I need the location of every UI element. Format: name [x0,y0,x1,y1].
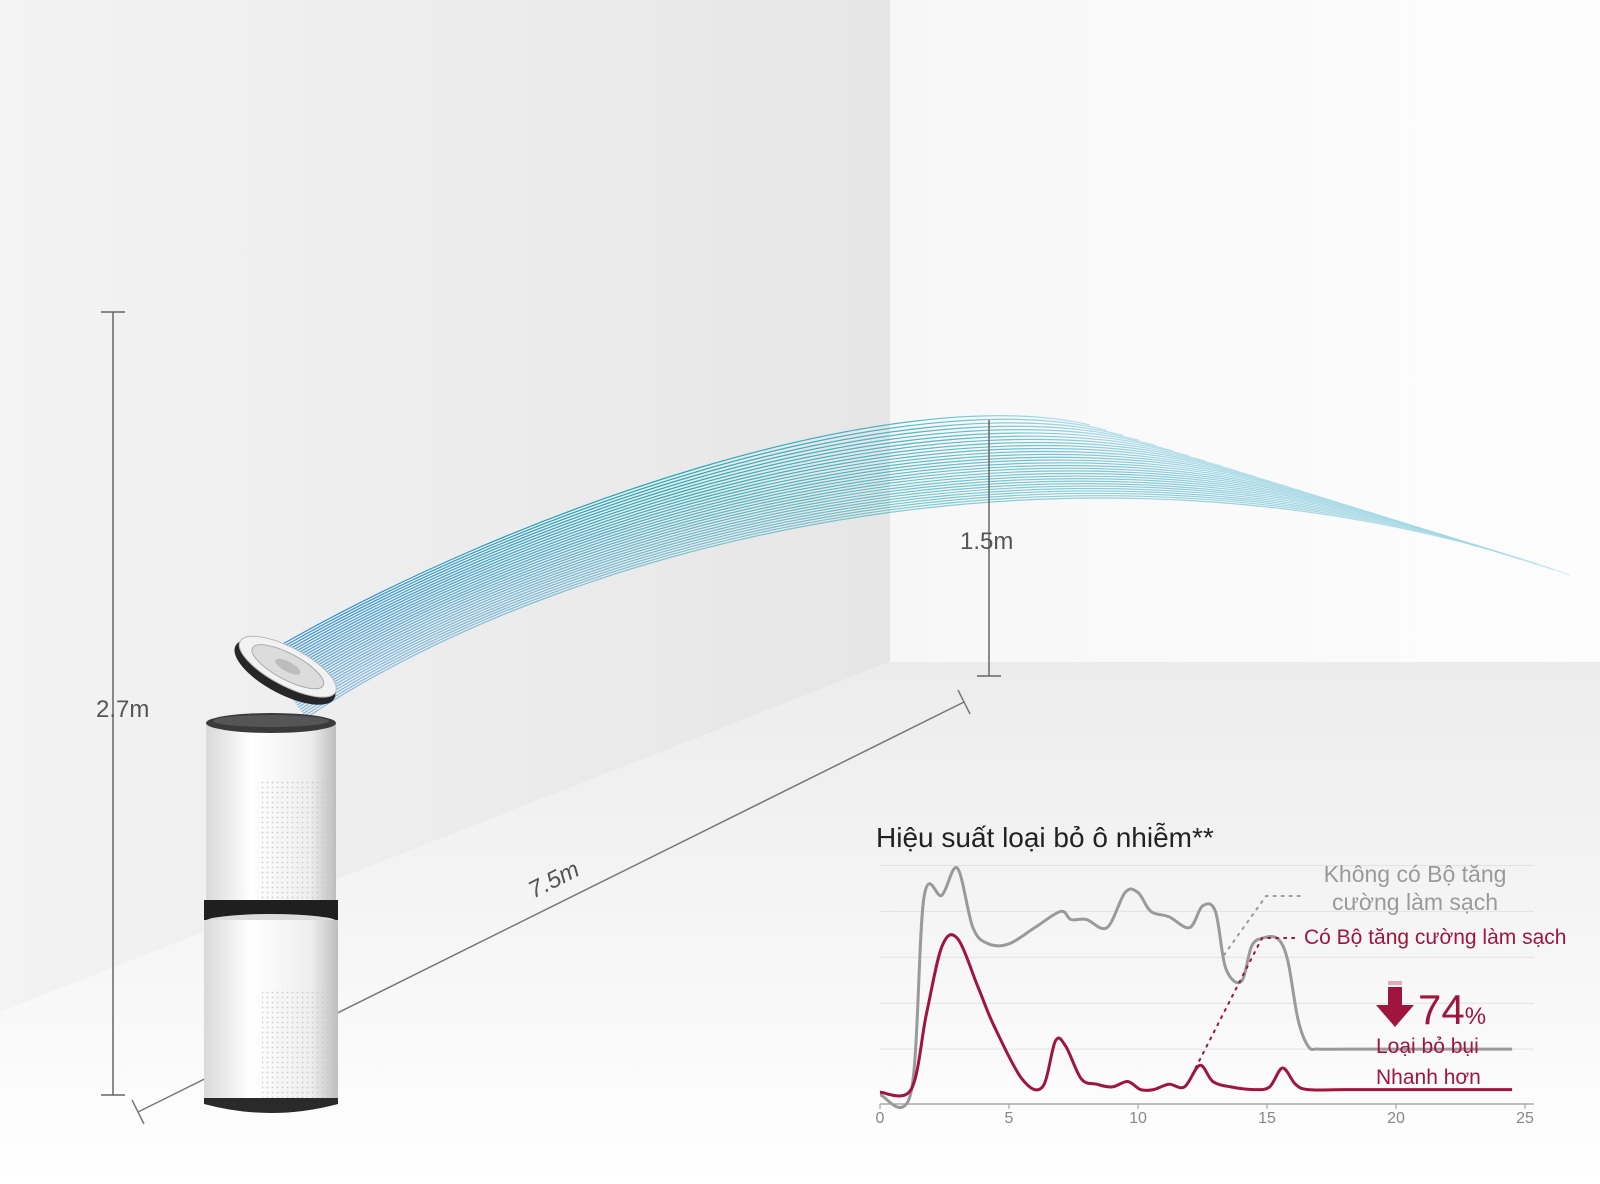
airflow-line [276,448,1256,678]
legend-leader-without [1223,895,1301,956]
stat-percentage: 74% [1418,986,1486,1034]
airflow-line [266,425,1140,663]
airflow-line [304,495,1554,717]
airflow-line [267,429,1157,666]
purifier-fan-head [234,635,337,705]
airflow-line [305,497,1571,719]
stat-caption-line2: Nhanh hơn [1376,1066,1481,1089]
legend-leader-with [1191,937,1299,1076]
airflow-line [261,415,1091,657]
airflow-line [270,435,1190,670]
airflow-line [295,480,1455,704]
airflow-line [299,488,1504,710]
airflow-line [273,441,1223,674]
height-dimension-line [101,311,125,1096]
series-line-without-booster [879,866,1513,1109]
airflow-line [284,462,1339,689]
airflow-line [278,450,1273,681]
room-height-label: 2.7m [96,696,150,723]
ceiling-gap-label: 1.5m [960,528,1014,555]
ceiling-gap-dimension-line [977,420,1001,677]
airflow-line [287,467,1372,693]
x-tick-label: 25 [1516,1110,1534,1127]
airflow-line [292,475,1422,700]
chart-tick-marks [879,1104,1526,1109]
chart-title: Hiệu suất loại bỏ ô nhiễm** [876,822,1214,853]
legend-label-without-booster: Không có Bộ tăng cường làm sạch [1323,861,1507,915]
airflow-line [272,438,1207,672]
airflow-line [281,456,1306,685]
stat-unit: % [1464,1003,1487,1030]
airflow-line [285,464,1356,691]
series-line-with-booster [879,933,1513,1098]
airflow-line [298,485,1488,708]
airflow-line [264,422,1124,661]
airflow-line [288,470,1389,695]
x-tick-label: 10 [1129,1110,1147,1127]
floor [0,662,1600,1184]
airflow-line [279,453,1289,683]
x-tick-label: 15 [1258,1110,1276,1127]
pollution-chart [879,865,1534,1109]
x-tick-label: 5 [1004,1110,1014,1127]
airflow-line [293,478,1438,702]
legend-label-with-booster: Có Bộ tăng cường làm sạch [1304,926,1567,949]
purifier-base [204,1098,338,1113]
down-arrow-icon [1376,987,1414,1027]
airflow-line [275,444,1240,676]
airflow-line [269,432,1173,668]
airflow-line [301,490,1521,713]
airflow-stream [261,415,1571,719]
stat-value: 74 [1418,986,1465,1033]
x-tick-label: 0 [875,1110,885,1127]
air-purifier [204,635,338,1113]
stat-caption-line1: Loại bỏ bụi [1376,1035,1479,1058]
airflow-line [290,472,1405,698]
right-wall [890,0,1600,662]
x-tick-label: 20 [1387,1110,1405,1127]
airflow-line [302,492,1538,715]
airflow-line [282,459,1322,687]
airflow-line [263,418,1107,659]
airflow-line [296,483,1471,706]
